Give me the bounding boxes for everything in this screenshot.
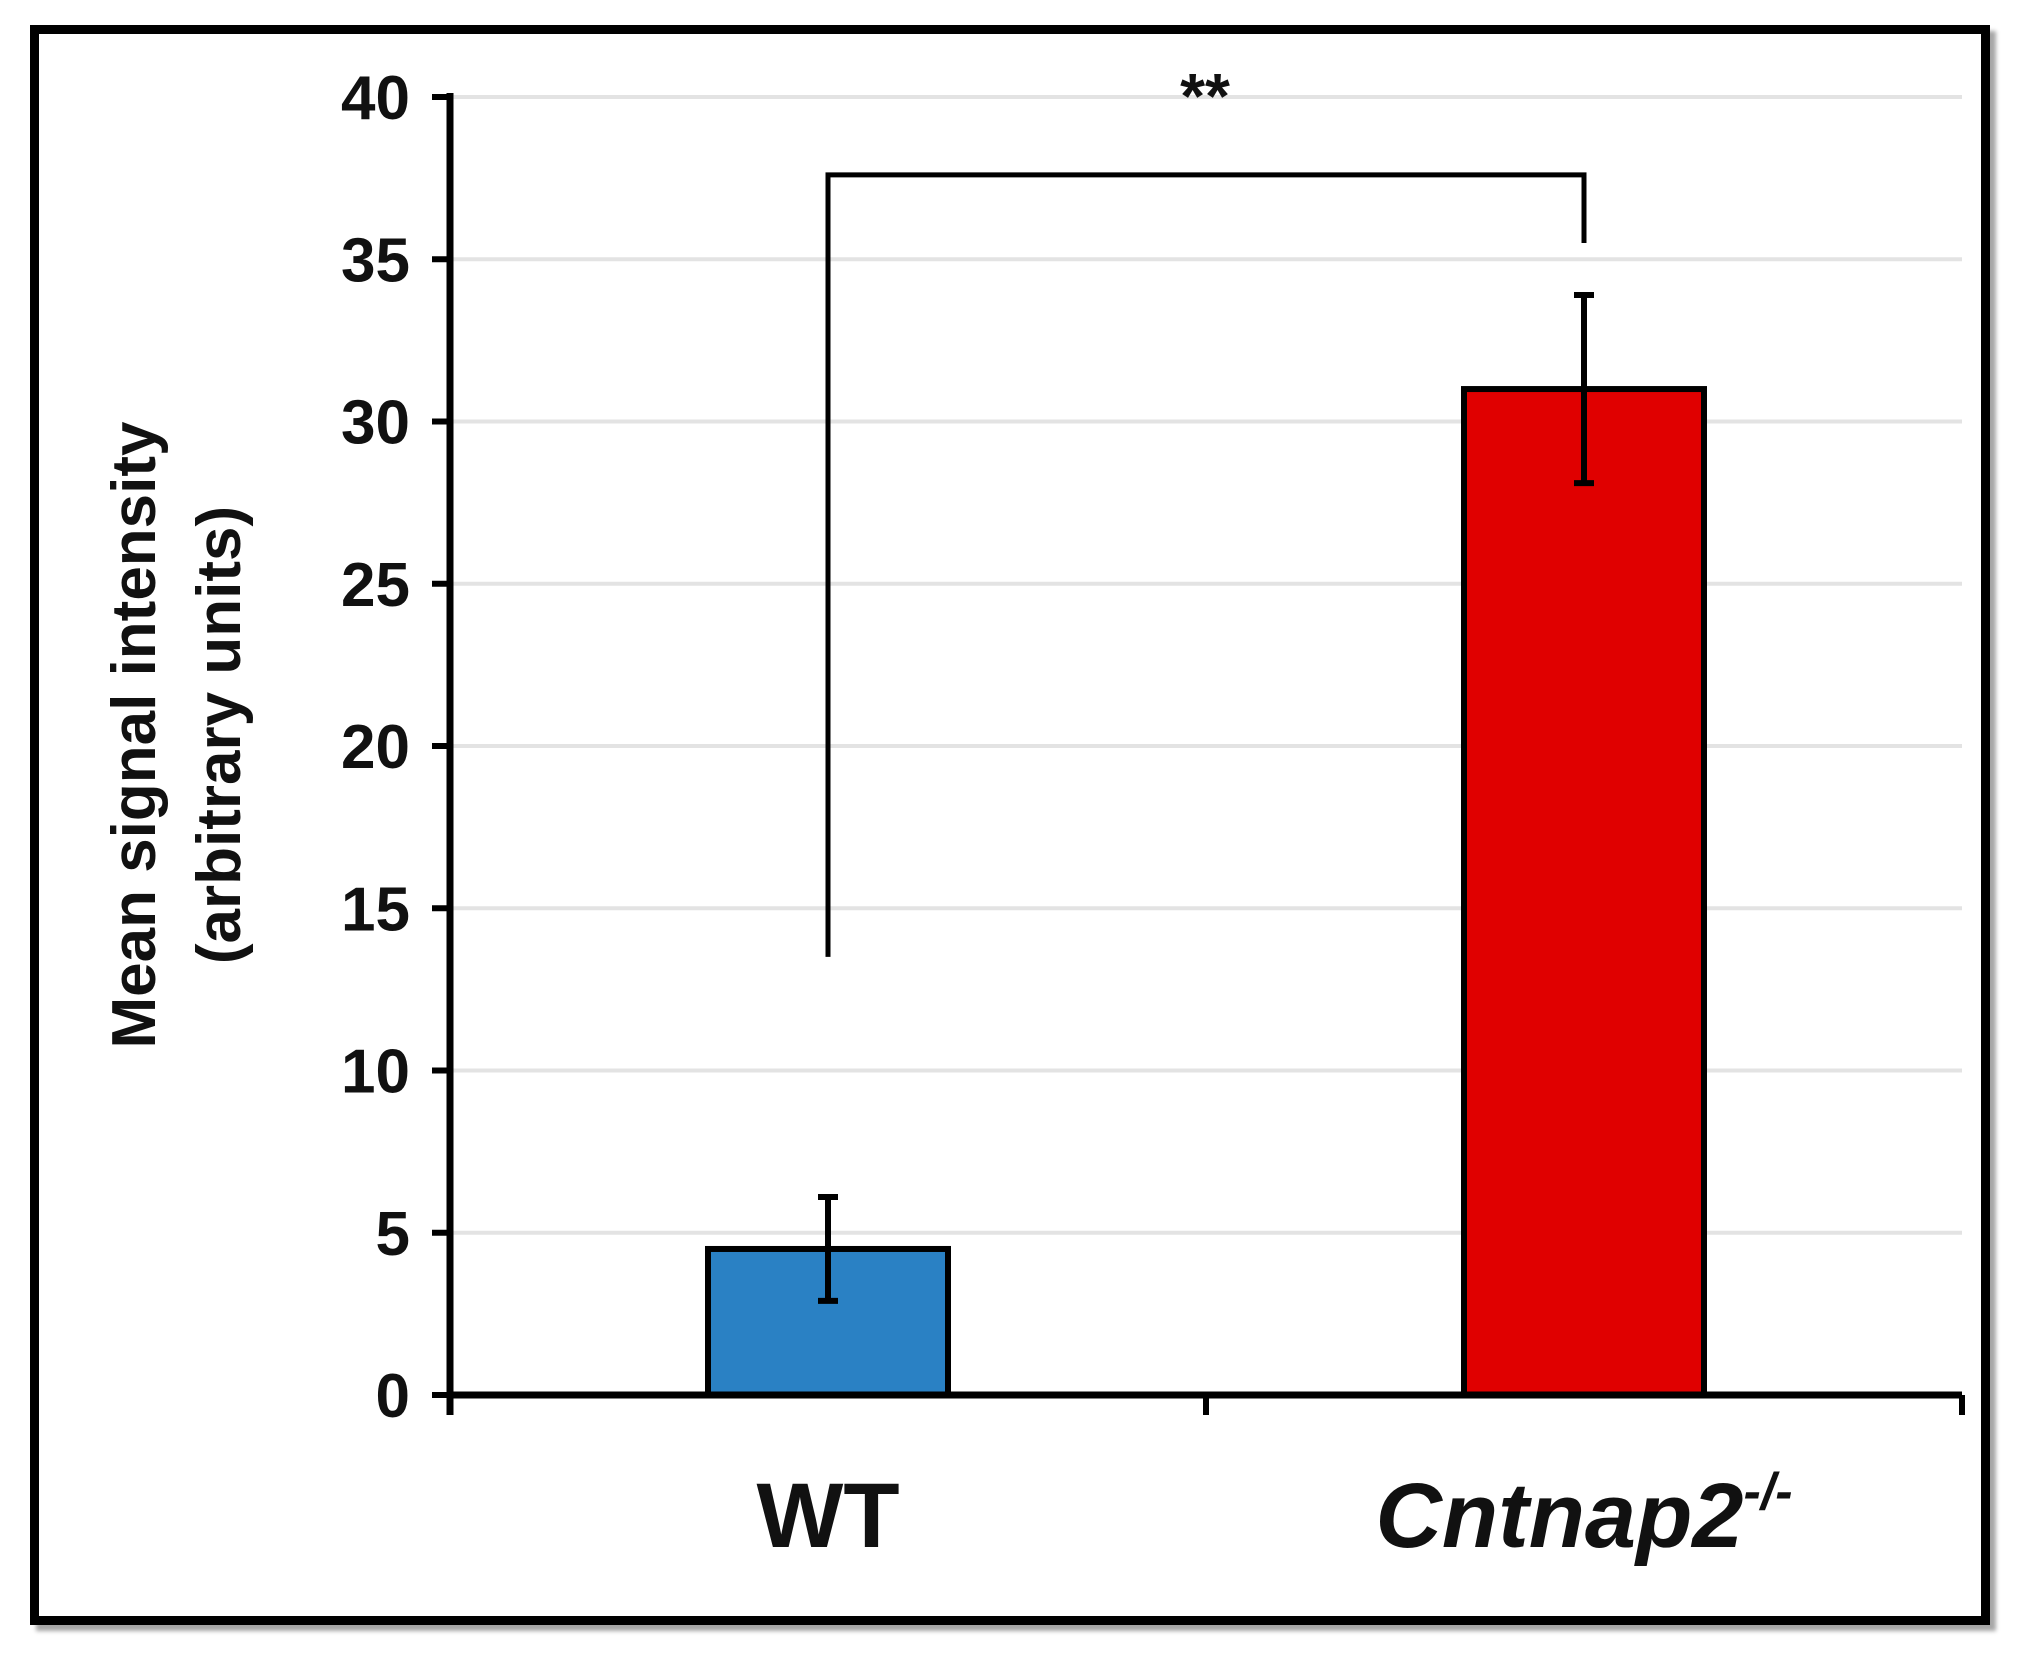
y-tick-labels: 0 5 10 15 20 25 30 35 40 <box>341 64 410 1431</box>
bars <box>705 291 1707 1398</box>
significance-bracket: ** <box>825 60 1587 957</box>
axes <box>432 93 1965 1415</box>
y-tick-label: 30 <box>341 389 410 458</box>
y-tick-label: 15 <box>341 875 410 944</box>
y-tick-label: 25 <box>341 551 410 620</box>
y-tick-label: 10 <box>341 1038 410 1107</box>
gridlines <box>450 95 1962 1235</box>
bar-cntnap2 <box>1461 386 1707 1398</box>
y-axis-label: Mean signal intensity (arbitrary units) <box>100 421 254 1049</box>
y-tick-label: 40 <box>341 64 410 133</box>
significance-bracket-line <box>825 172 1587 957</box>
x-tick-label-cntnap2: Cntnap2-/- <box>1375 1463 1792 1567</box>
y-tick-label: 0 <box>376 1362 410 1431</box>
significance-label: ** <box>1180 60 1230 132</box>
y-axis-label-line1: Mean signal intensity <box>100 421 169 1049</box>
y-tick-label: 20 <box>341 713 410 782</box>
y-axis-label-line2: (arbitrary units) <box>185 506 254 964</box>
x-tick-label-wt: WT <box>756 1465 899 1567</box>
x-category-labels: WT Cntnap2-/- <box>756 1463 1792 1567</box>
y-tick-label: 35 <box>341 226 410 295</box>
y-tick-label: 5 <box>376 1200 410 1269</box>
